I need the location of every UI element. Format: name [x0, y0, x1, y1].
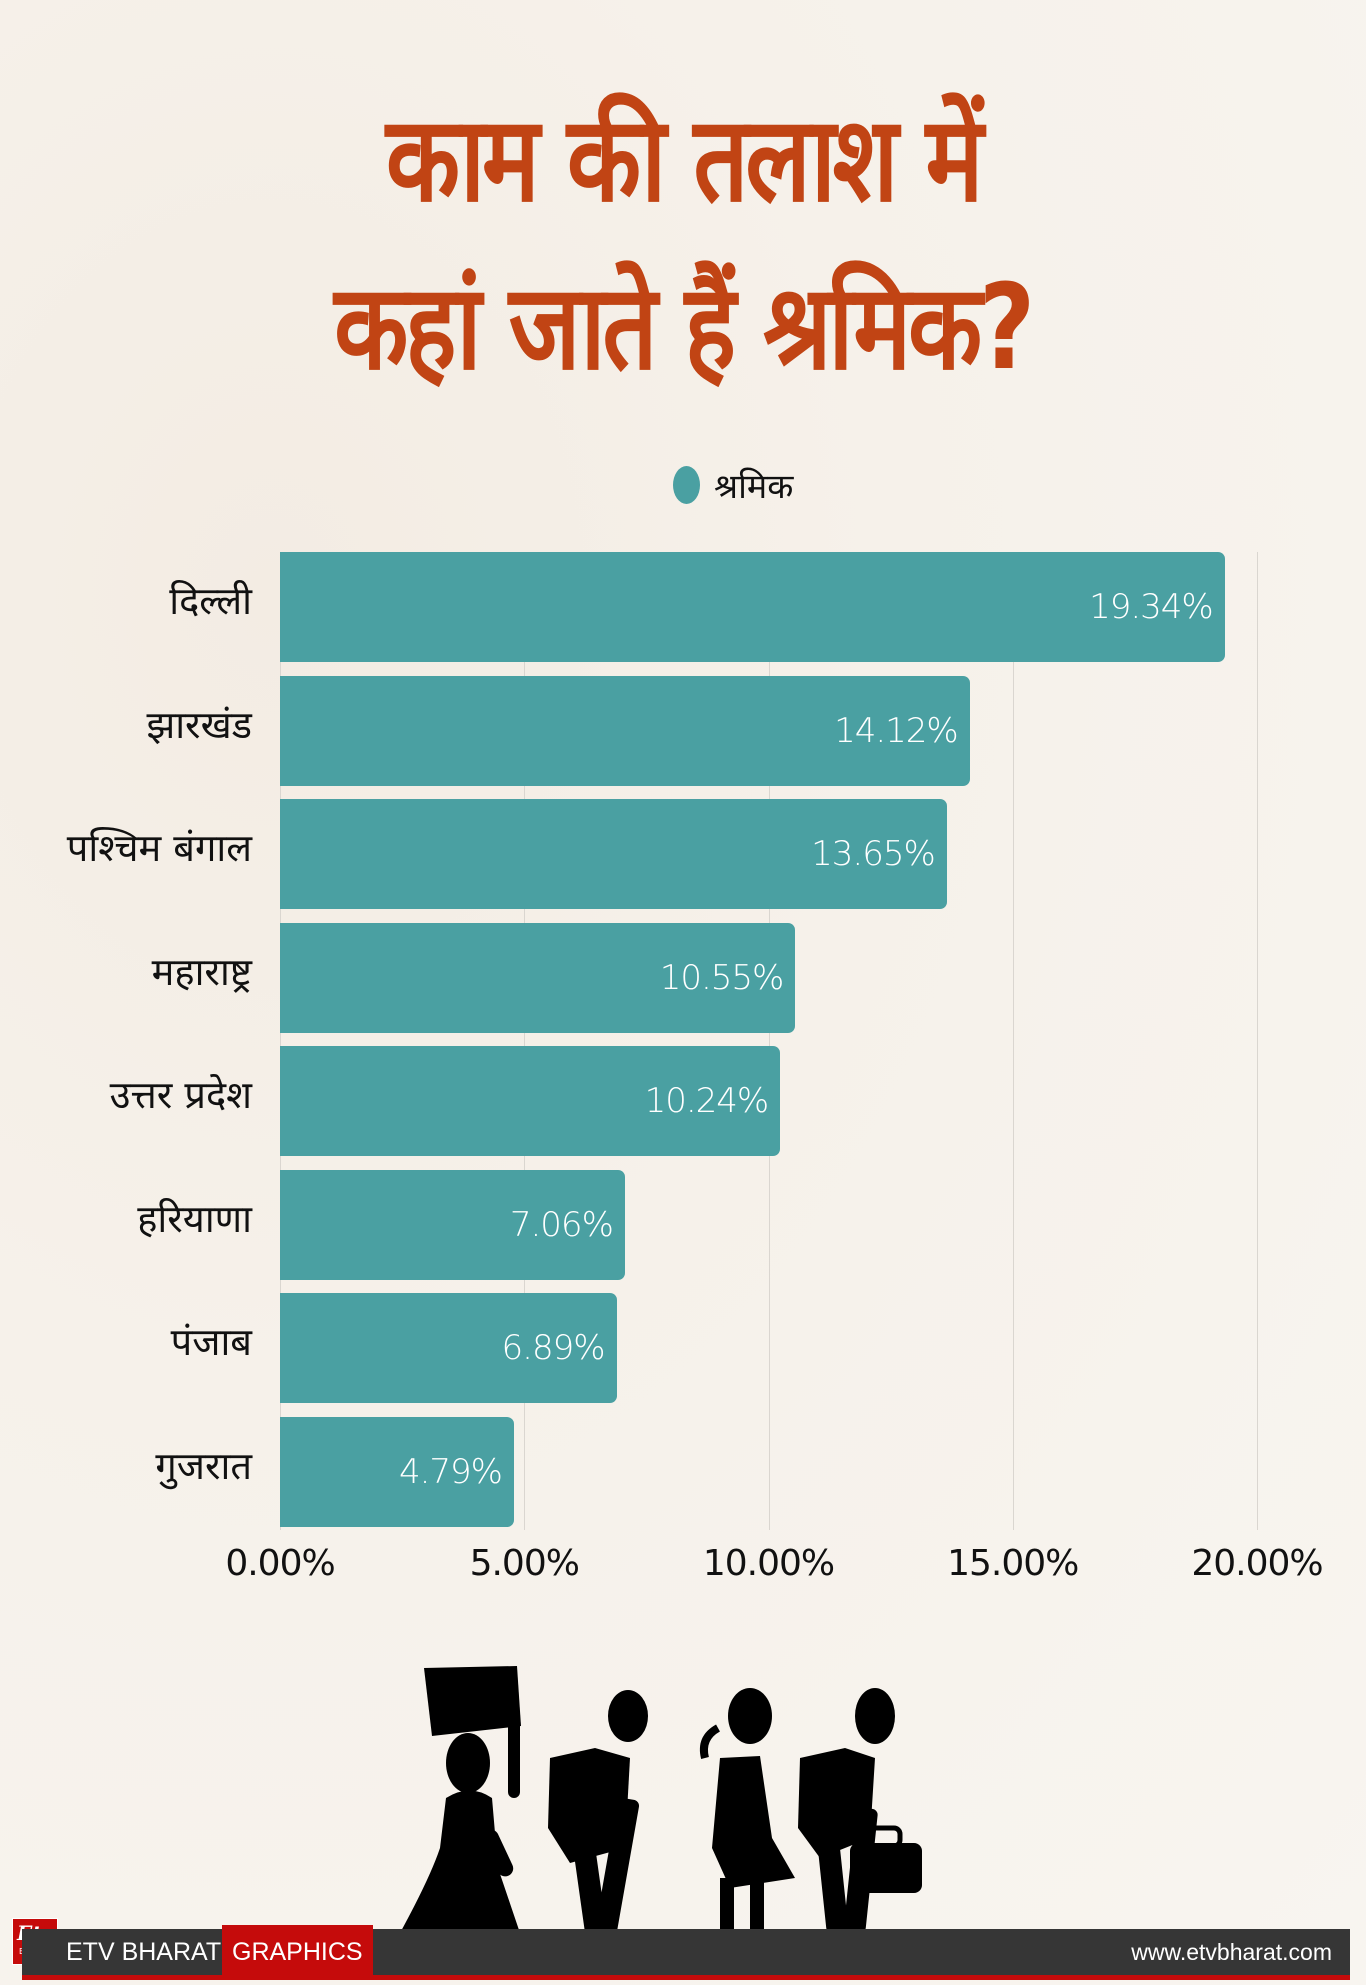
category-label: झारखंड — [146, 702, 252, 747]
page-title-line-1: काम की तलाश में — [385, 90, 984, 228]
category-label: दिल्ली — [169, 579, 252, 623]
footer-brand: ETV BHARAT — [66, 1938, 222, 1966]
x-tick-label: 15.00% — [947, 1543, 1079, 1584]
x-tick-label: 10.00% — [702, 1543, 835, 1584]
bar: 6.89% — [280, 1293, 617, 1403]
bar: 10.55% — [280, 922, 796, 1033]
legend-marker-icon — [673, 466, 700, 504]
category-label: महाराष्ट्र — [151, 949, 252, 994]
bar: 13.65% — [280, 799, 947, 909]
footer-section-label: GRAPHICS — [222, 1925, 373, 1979]
category-label: उत्तर प्रदेश — [109, 1073, 252, 1117]
x-tick-label: 5.00% — [469, 1543, 580, 1584]
bar-value-label: 4.79% — [398, 1451, 503, 1492]
bar-value-label: 14.12% — [834, 710, 959, 751]
bar-chart-plot: 19.34% 14.12% 13.65% 10.55% 10.24% 7.06% 6.89%… — [280, 552, 1258, 1530]
footer-website-link[interactable]: www.etvbharat.com — [1131, 1939, 1332, 1965]
legend-label: श्रमिक — [714, 467, 794, 507]
bar: 4.79% — [280, 1416, 514, 1527]
gridline — [524, 552, 526, 1530]
category-label: पश्चिम बंगाल — [66, 826, 252, 870]
category-label: गुजरात — [155, 1443, 252, 1488]
bar-value-label: 10.24% — [644, 1081, 770, 1121]
bar: 10.24% — [280, 1046, 781, 1156]
footer-bar: ETV BHARAT GRAPHICS www.etvbharat.com — [22, 1925, 1350, 1980]
bar: 7.06% — [280, 1169, 625, 1280]
page-title-line-2: कहां जाते हैं श्रमिक? — [334, 258, 1035, 396]
bar-value-label: 7.06% — [509, 1204, 614, 1245]
x-tick-label: 20.00% — [1191, 1543, 1323, 1584]
migrant-workers-walking-icon — [400, 1648, 940, 1939]
bar-value-label: 10.55% — [659, 957, 785, 998]
gridline — [280, 552, 281, 1530]
chart-legend: श्रमिक — [673, 462, 793, 508]
category-label: पंजाब — [170, 1320, 252, 1364]
gridline — [768, 552, 770, 1530]
bar-value-label: 13.65% — [811, 834, 936, 874]
x-tick-label: 0.00% — [225, 1543, 335, 1584]
gridline — [1257, 552, 1258, 1530]
bar: 14.12% — [280, 675, 970, 786]
category-label: हरियाणा — [137, 1196, 252, 1241]
bar-value-label: 6.89% — [501, 1328, 606, 1368]
gridline — [1012, 552, 1014, 1530]
bar-value-label: 19.34% — [1089, 587, 1214, 627]
bar: 19.34% — [280, 552, 1225, 662]
